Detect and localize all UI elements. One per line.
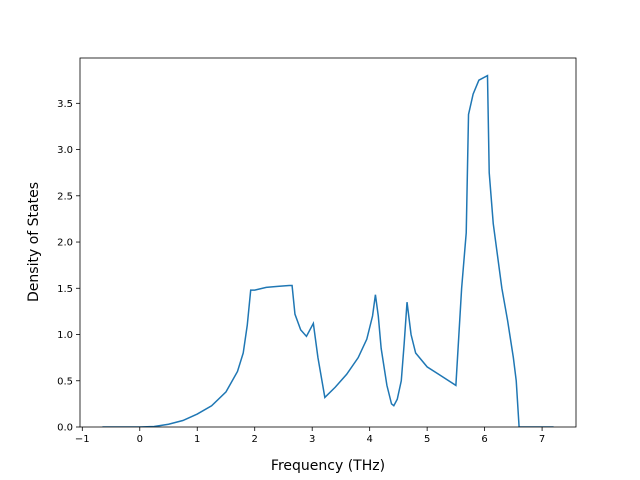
y-axis-label: Density of States: [26, 182, 42, 302]
line: [102, 74, 554, 427]
x-tick-label: 4: [366, 434, 372, 445]
x-axis-label: Frequency (THz): [271, 458, 385, 474]
y-tick-label: 0.5: [57, 376, 73, 387]
x-tick-label: 3: [309, 434, 315, 445]
y-tick-label: 2.5: [57, 191, 73, 202]
y-tick-label: 3.0: [57, 145, 73, 156]
x-tick-label: 6: [481, 434, 487, 445]
y-tick-label: 1.0: [57, 330, 73, 341]
x-tick-label: 7: [539, 434, 545, 445]
y-tick-label: 1.5: [57, 284, 73, 295]
x-tick-label: 1: [194, 434, 200, 445]
x-tick-label: −1: [75, 434, 90, 445]
x-tick-label: 5: [424, 434, 430, 445]
y-tick-label: 2.0: [57, 238, 73, 249]
y-tick-label: 0.0: [57, 423, 73, 434]
y-tick-label: 3.5: [57, 99, 73, 110]
x-tick-label: 2: [252, 434, 258, 445]
x-tick-label: 0: [137, 434, 143, 445]
plot-frame: [79, 57, 577, 428]
